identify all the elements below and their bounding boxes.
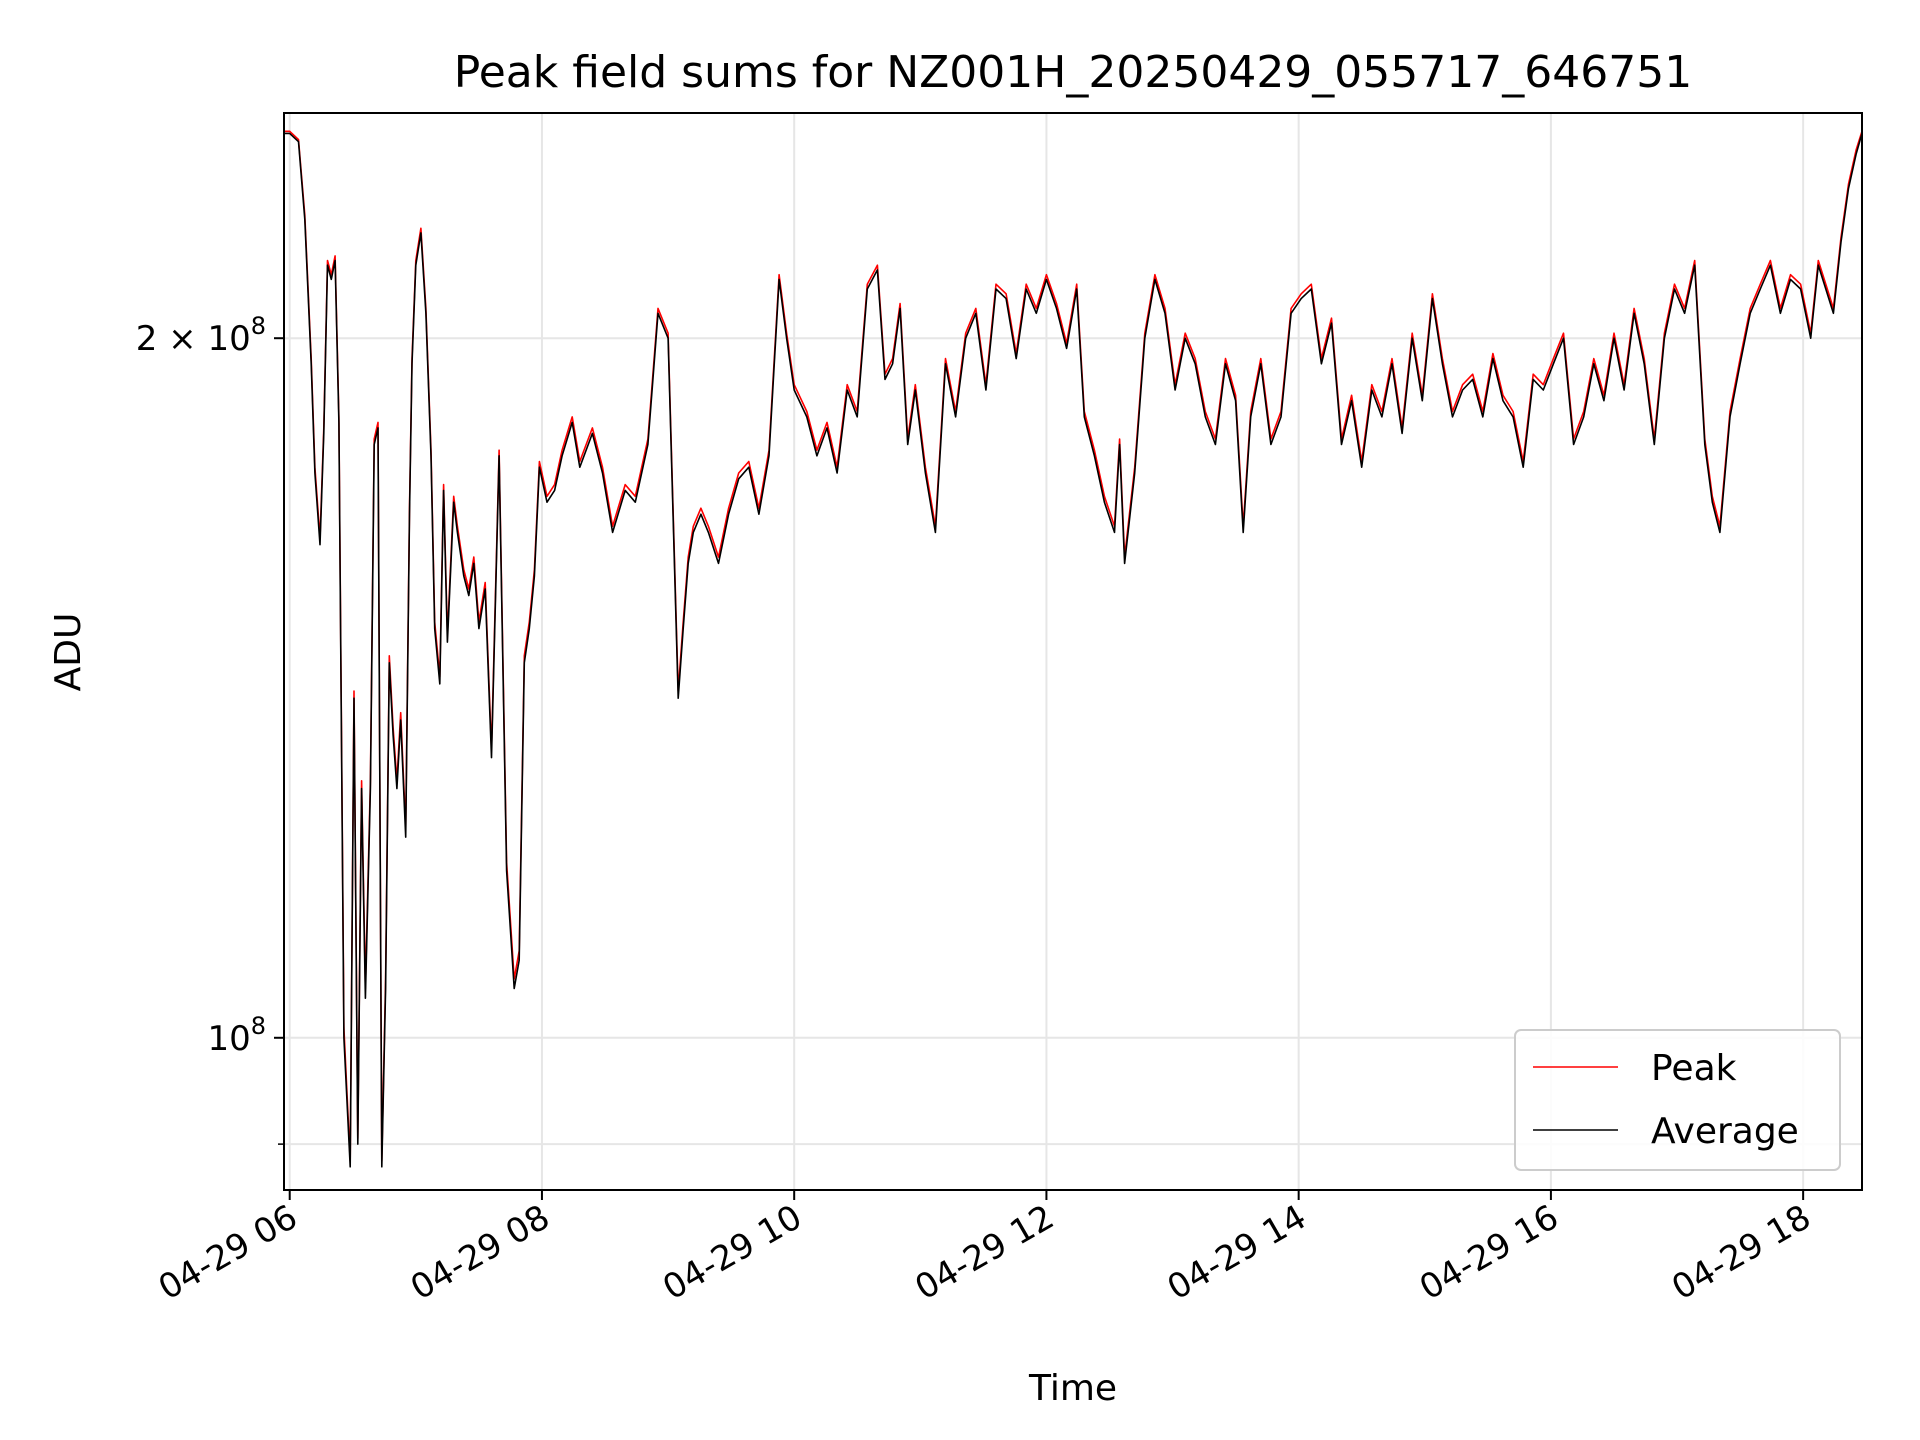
- plot-area: [284, 130, 1862, 1168]
- y-axis: 108 2 × 108: [136, 312, 284, 1145]
- y-axis-label: ADU: [48, 613, 89, 692]
- series-line-average: [284, 132, 1862, 1168]
- plot-frame: [283, 112, 1863, 1191]
- y-tick-label: 108: [207, 1012, 266, 1059]
- y-tick-label: 2 × 108: [136, 312, 266, 359]
- legend: Peak Average: [1514, 1029, 1841, 1171]
- legend-average-label: Average: [1651, 1111, 1799, 1152]
- chart-title: Peak field sums for NZ001H_20250429_0557…: [454, 47, 1692, 98]
- legend-box: [1514, 1029, 1841, 1171]
- x-axis-label: Time: [1028, 1368, 1117, 1409]
- legend-peak-label: Peak: [1651, 1048, 1737, 1089]
